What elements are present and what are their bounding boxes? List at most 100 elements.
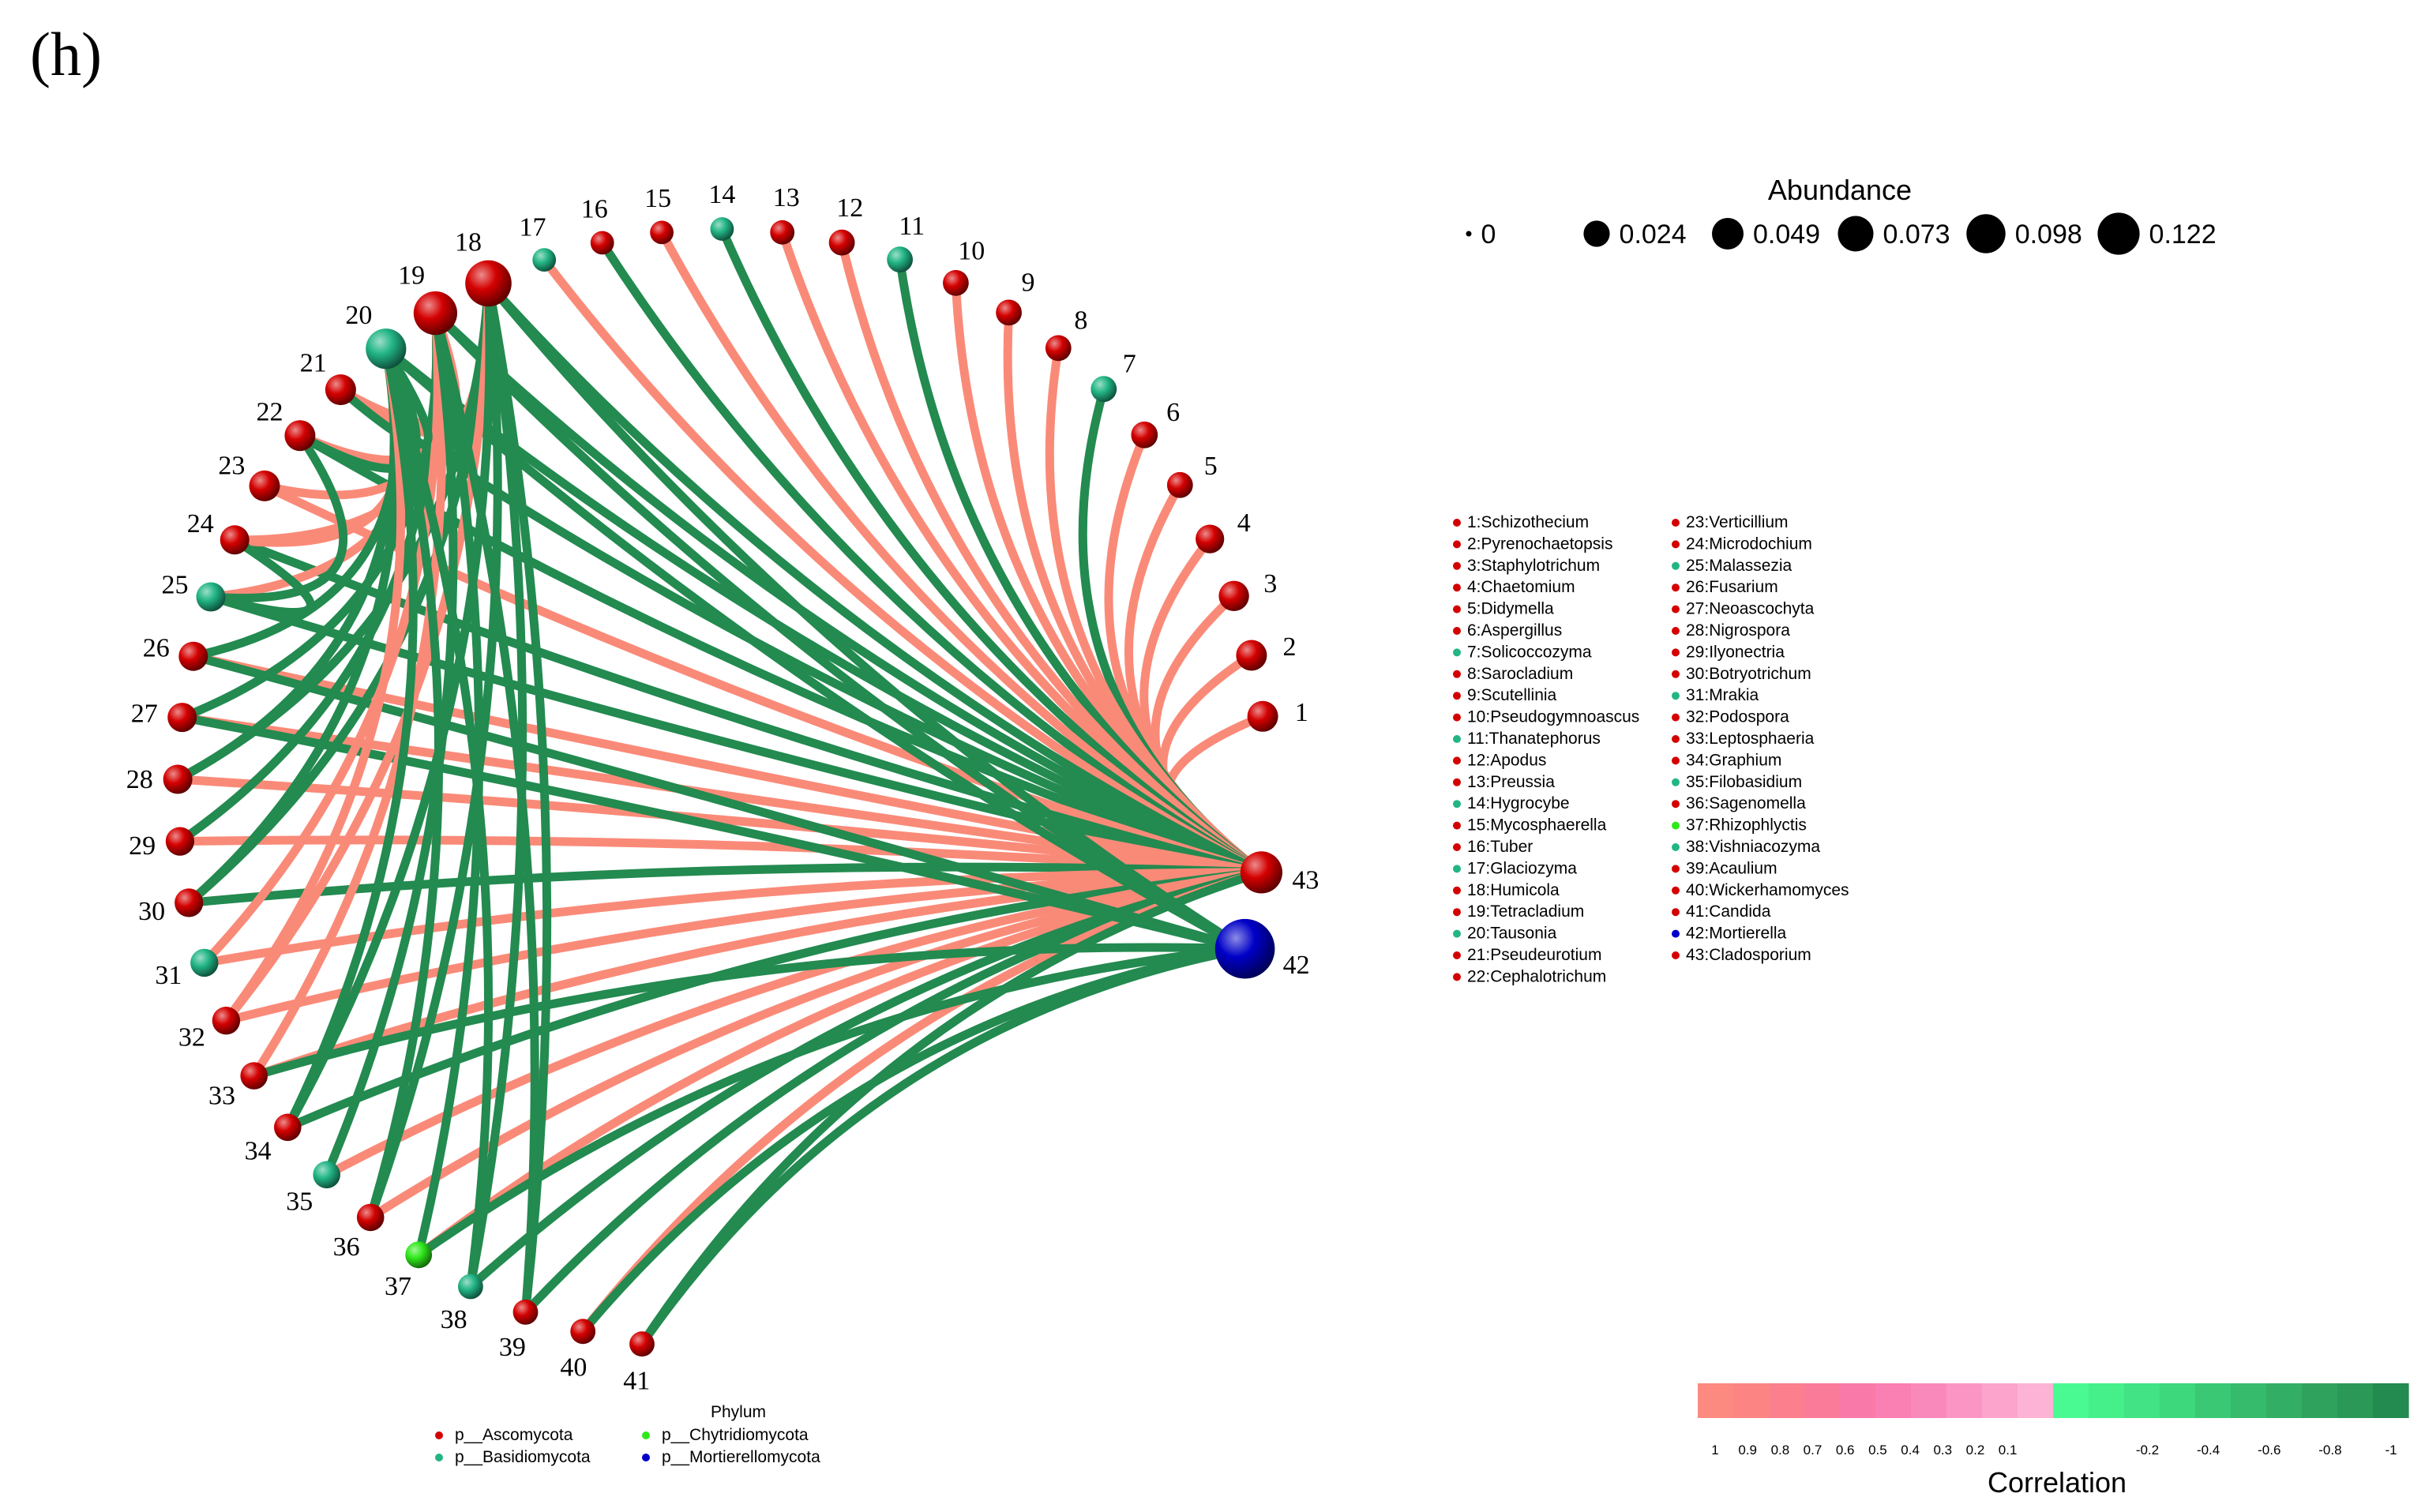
node-label-39: 39 [499, 1333, 526, 1362]
genus-legend-entry: 41:Candida [1686, 902, 1771, 921]
node-12[interactable] [828, 229, 855, 256]
node-33[interactable] [240, 1062, 268, 1090]
node-38[interactable] [458, 1274, 483, 1300]
node-30[interactable] [175, 888, 204, 917]
edge-43-38 [466, 868, 1266, 1291]
genus-legend-entry: 22:Cephalotrichum [1467, 967, 1606, 985]
edge-42-26 [189, 651, 1250, 954]
phylum-legend-entry: p__Ascomycota [455, 1426, 573, 1444]
node-label-12: 12 [836, 193, 863, 223]
node-24[interactable] [220, 525, 250, 555]
node-21[interactable] [325, 374, 356, 406]
node-17[interactable] [532, 248, 557, 272]
correlation-swatch [1875, 1383, 1912, 1418]
genus-legend-entry: 7:Solicoccozyma [1467, 643, 1592, 661]
node-6[interactable] [1131, 421, 1158, 448]
genus-legend-entry: 1:Schizothecium [1467, 513, 1589, 531]
node-32[interactable] [212, 1007, 241, 1035]
genus-legend-dot [1453, 648, 1461, 657]
node-40[interactable] [570, 1319, 596, 1345]
abundance-legend-title: Abundance [1768, 174, 1912, 206]
node-20[interactable] [366, 328, 407, 370]
correlation-swatch [2018, 1383, 2054, 1418]
edge-43-33 [250, 868, 1266, 1080]
correlation-tick-label: 0.1 [1999, 1443, 2018, 1458]
node-34[interactable] [274, 1113, 302, 1142]
node-15[interactable] [650, 220, 674, 245]
node-42[interactable] [1214, 918, 1275, 979]
abundance-size-dot [2097, 212, 2140, 255]
node-1[interactable] [1247, 700, 1278, 732]
phylum-legend-entry: p__Mortierellomycota [662, 1448, 820, 1466]
correlation-swatch [2053, 1383, 2089, 1418]
node-25[interactable] [196, 582, 226, 612]
node-36[interactable] [356, 1203, 385, 1232]
node-11[interactable] [887, 246, 913, 273]
genus-legend-dot [1453, 886, 1461, 895]
genus-legend-entry: 40:Wickerhamomyces [1686, 881, 1849, 899]
node-19[interactable] [413, 291, 458, 336]
correlation-legend: 1 0.9 0.8 0.7 0.6 0.5 0.4 0.3 0.2 0.1 -0.2 -0.4 -0.6… [1698, 1383, 2409, 1499]
abundance-size-dot [1466, 231, 1472, 237]
node-label-10: 10 [958, 236, 985, 265]
node-13[interactable] [770, 219, 795, 245]
node-3[interactable] [1218, 580, 1249, 611]
genus-legend-entry: 15:Mycosphaerella [1467, 816, 1607, 835]
node-29[interactable] [165, 827, 194, 856]
genus-legend-entry: 39:Acaulium [1686, 859, 1777, 877]
correlation-tick-label: 0.7 [1804, 1443, 1823, 1458]
genus-legend-dot [1453, 756, 1461, 765]
node-2[interactable] [1236, 640, 1267, 671]
node-16[interactable] [590, 231, 614, 255]
node-39[interactable] [512, 1300, 539, 1325]
node-8[interactable] [1045, 335, 1072, 362]
node-label-18: 18 [455, 227, 482, 257]
node-22[interactable] [284, 420, 316, 452]
node-35[interactable] [313, 1161, 341, 1189]
node-18[interactable] [465, 260, 512, 307]
panel-label: (h) [30, 20, 102, 88]
correlation-swatch [1911, 1383, 1947, 1418]
node-41[interactable] [629, 1331, 655, 1357]
node-7[interactable] [1090, 376, 1117, 403]
genus-legend-entry: 25:Malassezia [1686, 557, 1792, 575]
node-label-6: 6 [1166, 398, 1180, 427]
node-label-14: 14 [708, 180, 735, 209]
edge-43-34 [283, 868, 1266, 1132]
node-10[interactable] [943, 270, 969, 296]
node-label-40: 40 [560, 1353, 587, 1383]
edge-19-39 [430, 309, 539, 1317]
genus-legend-dot [1453, 605, 1461, 613]
node-14[interactable] [710, 217, 734, 241]
node-27[interactable] [167, 703, 197, 733]
node-4[interactable] [1196, 524, 1225, 553]
node-23[interactable] [249, 470, 280, 501]
node-37[interactable] [405, 1241, 433, 1269]
node-label-11: 11 [899, 212, 925, 241]
node-5[interactable] [1166, 471, 1193, 498]
genus-legend-entry: 36:Sagenomella [1686, 794, 1806, 812]
edge-25-24 [206, 535, 315, 617]
node-43[interactable] [1240, 851, 1282, 894]
edge-20-38 [381, 344, 494, 1291]
genus-legend-dot [1453, 670, 1461, 678]
abundance-size-dot [1838, 216, 1874, 252]
genus-legend-entry: 5:Didymella [1467, 600, 1554, 618]
genus-legend-dot [1672, 540, 1680, 549]
correlation-tick-label: -0.4 [2197, 1443, 2220, 1458]
phylum-legend-title: Phylum [711, 1403, 766, 1421]
node-label-23: 23 [218, 452, 245, 481]
correlation-swatch [2266, 1383, 2303, 1418]
node-26[interactable] [178, 641, 208, 671]
genus-legend-entry: 42:Mortierella [1686, 925, 1787, 943]
edge-43-32 [221, 868, 1266, 1026]
genus-legend-entry: 23:Verticillium [1686, 513, 1789, 531]
genus-legend-entry: 29:Ilyonectria [1686, 643, 1785, 661]
phylum-legend-dot [435, 1454, 443, 1461]
node-31[interactable] [190, 948, 219, 977]
genus-legend-entry: 33:Leptosphaeria [1686, 730, 1815, 748]
abundance-size-dot [1583, 220, 1610, 247]
node-28[interactable] [163, 764, 193, 794]
phylum-legend-dot [642, 1454, 650, 1461]
node-9[interactable] [996, 299, 1022, 326]
